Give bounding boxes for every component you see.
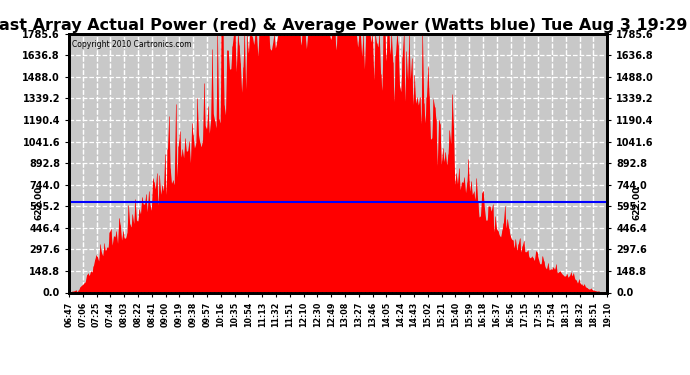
Text: Copyright 2010 Cartronics.com: Copyright 2010 Cartronics.com (72, 40, 191, 49)
Text: 622.00: 622.00 (632, 185, 641, 219)
Title: East Array Actual Power (red) & Average Power (Watts blue) Tue Aug 3 19:29: East Array Actual Power (red) & Average … (0, 18, 688, 33)
Text: 622.00: 622.00 (35, 185, 44, 219)
